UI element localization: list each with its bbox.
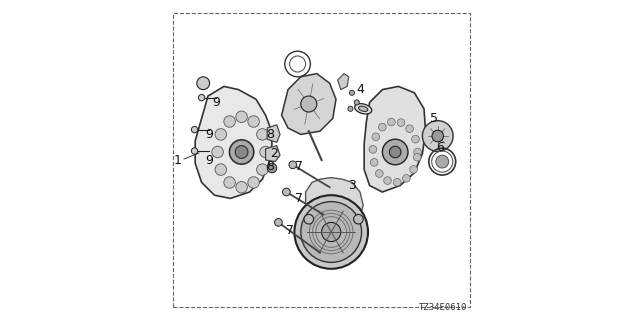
Text: 1: 1 — [173, 154, 182, 166]
Circle shape — [436, 155, 449, 168]
Circle shape — [257, 164, 268, 175]
Circle shape — [294, 195, 368, 269]
Text: 7: 7 — [295, 160, 303, 173]
Circle shape — [257, 129, 268, 140]
Circle shape — [215, 164, 227, 175]
Circle shape — [355, 100, 360, 105]
Text: 7: 7 — [285, 224, 294, 237]
Circle shape — [236, 111, 248, 123]
Circle shape — [212, 146, 223, 158]
Circle shape — [414, 148, 421, 156]
Ellipse shape — [355, 104, 372, 114]
Ellipse shape — [358, 106, 368, 111]
Circle shape — [275, 219, 282, 226]
Circle shape — [371, 158, 378, 166]
Text: 5: 5 — [429, 112, 438, 125]
Circle shape — [413, 153, 421, 161]
Circle shape — [422, 121, 453, 151]
Circle shape — [224, 177, 236, 188]
Circle shape — [369, 146, 377, 153]
Circle shape — [397, 119, 405, 126]
Text: 9: 9 — [205, 154, 214, 166]
Text: 7: 7 — [295, 192, 303, 205]
Circle shape — [322, 222, 341, 242]
Circle shape — [268, 163, 277, 173]
Circle shape — [304, 214, 314, 224]
Circle shape — [376, 170, 383, 177]
Circle shape — [372, 133, 380, 141]
Text: 2: 2 — [269, 147, 278, 160]
Circle shape — [406, 125, 413, 132]
Circle shape — [389, 146, 401, 158]
Circle shape — [198, 94, 205, 101]
Circle shape — [260, 146, 271, 158]
Text: TZ34E0610: TZ34E0610 — [419, 303, 467, 312]
Circle shape — [410, 165, 417, 173]
Circle shape — [301, 96, 317, 112]
Text: 4: 4 — [356, 83, 364, 96]
Polygon shape — [195, 86, 272, 198]
Circle shape — [236, 146, 248, 158]
Circle shape — [248, 177, 259, 188]
Polygon shape — [364, 86, 426, 192]
Circle shape — [403, 174, 410, 182]
Circle shape — [215, 129, 227, 140]
Circle shape — [384, 177, 392, 184]
Text: 6: 6 — [436, 141, 444, 154]
Circle shape — [412, 135, 419, 143]
Polygon shape — [306, 178, 364, 232]
Polygon shape — [268, 125, 280, 142]
Circle shape — [236, 181, 248, 193]
Circle shape — [432, 130, 444, 142]
Circle shape — [289, 161, 296, 169]
Text: 3: 3 — [348, 179, 356, 192]
Circle shape — [353, 214, 364, 224]
Polygon shape — [282, 74, 336, 134]
Text: 8: 8 — [266, 160, 275, 173]
Circle shape — [283, 188, 290, 196]
Circle shape — [383, 139, 408, 165]
Text: 8: 8 — [266, 128, 275, 141]
Circle shape — [191, 126, 198, 133]
Polygon shape — [338, 74, 349, 90]
Circle shape — [230, 140, 253, 164]
Circle shape — [197, 77, 210, 90]
Polygon shape — [266, 146, 280, 162]
Circle shape — [387, 118, 395, 126]
Circle shape — [348, 106, 353, 111]
Text: 9: 9 — [205, 128, 214, 141]
Circle shape — [191, 148, 198, 154]
Circle shape — [301, 202, 362, 262]
Circle shape — [248, 116, 259, 127]
Circle shape — [349, 90, 355, 95]
Circle shape — [224, 116, 236, 127]
Circle shape — [394, 179, 401, 186]
Circle shape — [378, 123, 386, 131]
Text: 9: 9 — [212, 96, 220, 109]
